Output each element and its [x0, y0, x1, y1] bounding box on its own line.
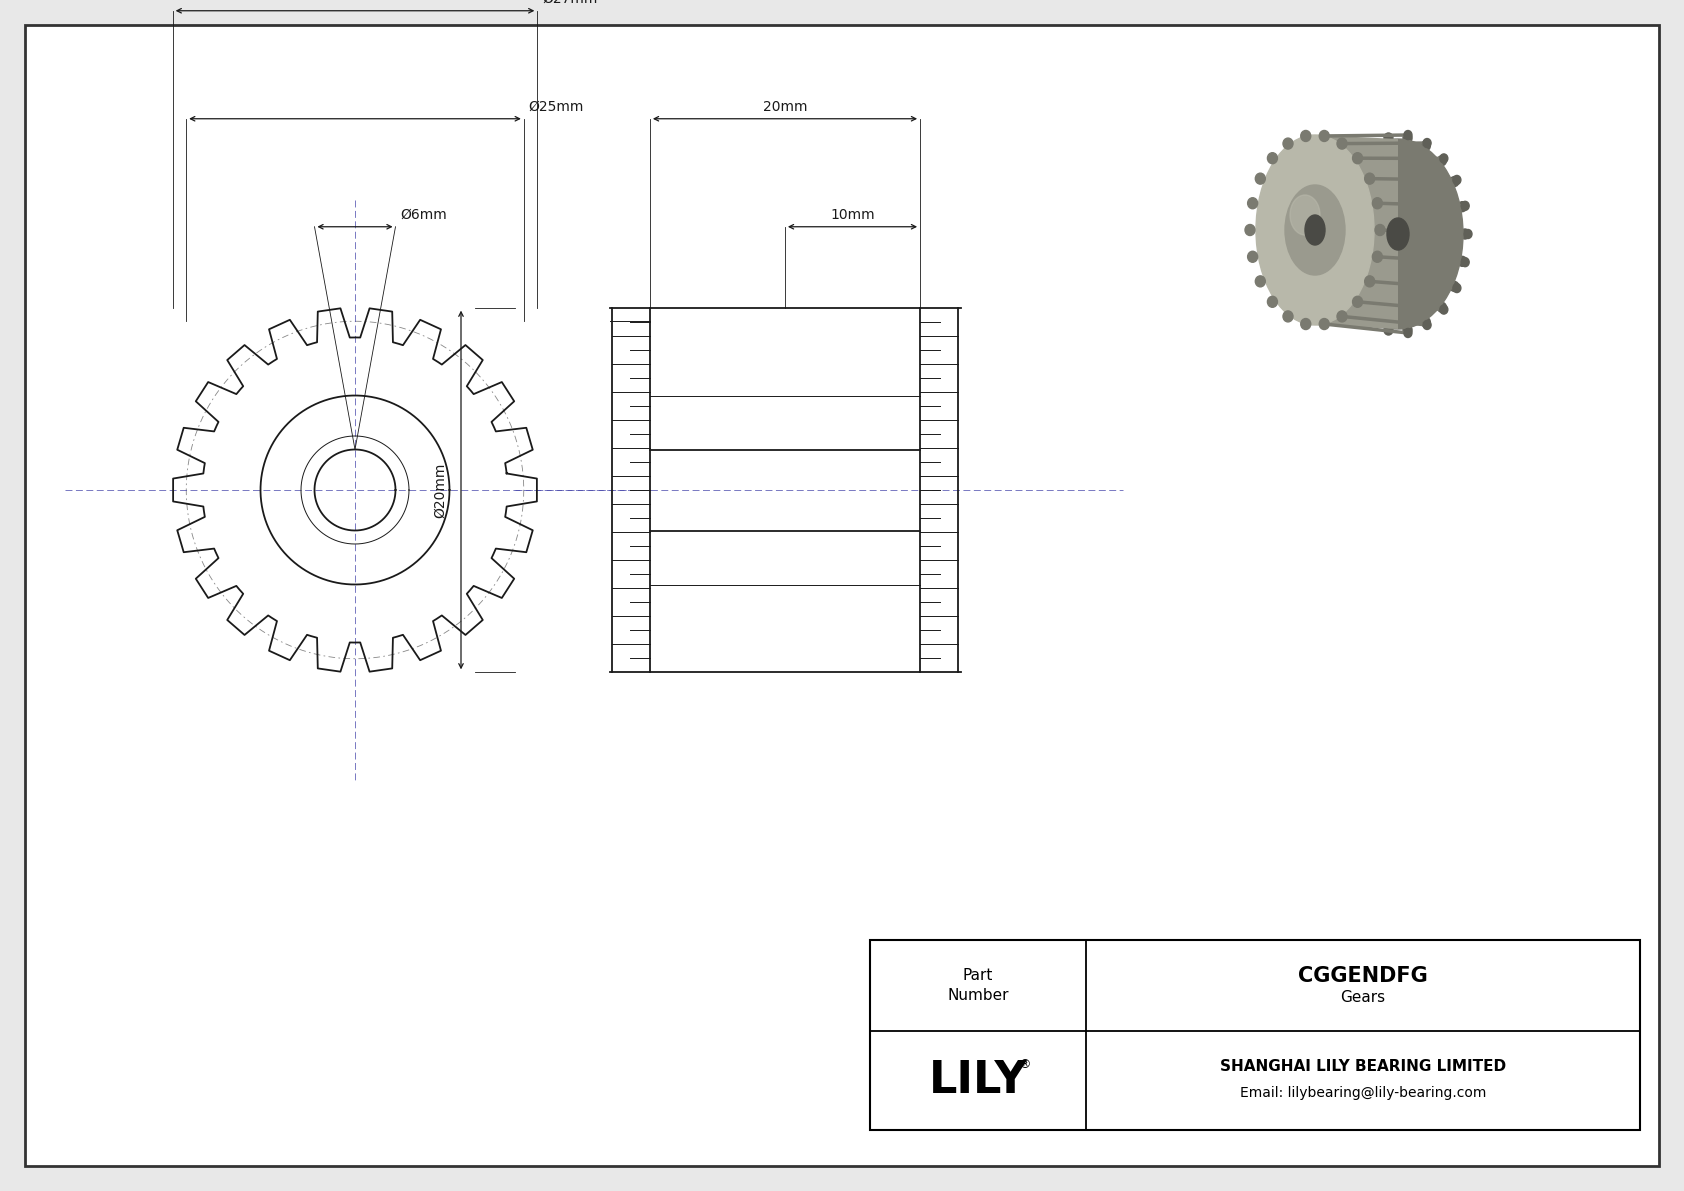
Ellipse shape	[1283, 311, 1293, 322]
Ellipse shape	[1285, 185, 1346, 275]
Ellipse shape	[1248, 251, 1258, 262]
Text: SHANGHAI LILY BEARING LIMITED: SHANGHAI LILY BEARING LIMITED	[1219, 1059, 1505, 1074]
Ellipse shape	[1319, 318, 1329, 330]
Ellipse shape	[1438, 156, 1447, 166]
Ellipse shape	[1421, 317, 1430, 328]
Ellipse shape	[1403, 133, 1413, 143]
Ellipse shape	[1290, 195, 1320, 235]
Ellipse shape	[1453, 283, 1462, 293]
Ellipse shape	[1376, 224, 1384, 236]
Ellipse shape	[1244, 224, 1255, 236]
Ellipse shape	[1366, 317, 1374, 328]
Ellipse shape	[1349, 303, 1359, 312]
Ellipse shape	[1327, 229, 1335, 239]
Ellipse shape	[1423, 320, 1431, 330]
Ellipse shape	[1255, 276, 1265, 287]
Ellipse shape	[1319, 131, 1329, 142]
Ellipse shape	[1352, 152, 1362, 163]
Ellipse shape	[1337, 281, 1346, 292]
Ellipse shape	[1372, 198, 1383, 208]
Ellipse shape	[1384, 133, 1393, 143]
Ellipse shape	[1305, 216, 1325, 245]
Text: Ø20mm: Ø20mm	[433, 462, 448, 518]
Ellipse shape	[1372, 251, 1383, 262]
Ellipse shape	[1364, 276, 1374, 287]
Ellipse shape	[1462, 257, 1468, 267]
Text: Email: lilybearing@lily-bearing.com: Email: lilybearing@lily-bearing.com	[1239, 1086, 1485, 1099]
Text: 10mm: 10mm	[830, 207, 874, 222]
Ellipse shape	[1352, 297, 1362, 307]
Ellipse shape	[1423, 138, 1431, 148]
Ellipse shape	[1337, 138, 1347, 149]
Ellipse shape	[1248, 198, 1258, 208]
Ellipse shape	[1462, 201, 1468, 211]
Ellipse shape	[1460, 229, 1470, 239]
Ellipse shape	[1404, 131, 1411, 139]
Text: Ø6mm: Ø6mm	[401, 207, 448, 222]
Bar	[650, 307, 919, 672]
Ellipse shape	[1349, 156, 1359, 166]
Ellipse shape	[1283, 138, 1293, 149]
Ellipse shape	[1440, 305, 1448, 314]
Ellipse shape	[1440, 154, 1448, 163]
Ellipse shape	[1329, 256, 1339, 267]
Ellipse shape	[1255, 173, 1265, 185]
Ellipse shape	[1458, 256, 1467, 267]
Ellipse shape	[1329, 201, 1339, 212]
Ellipse shape	[1256, 135, 1374, 325]
Ellipse shape	[1403, 325, 1413, 335]
Ellipse shape	[1337, 176, 1346, 187]
Ellipse shape	[1384, 325, 1393, 335]
Text: Gears: Gears	[1340, 990, 1386, 1005]
Ellipse shape	[1421, 141, 1430, 151]
Ellipse shape	[1337, 311, 1347, 322]
Text: ®: ®	[1019, 1058, 1031, 1071]
Ellipse shape	[1334, 139, 1463, 329]
Ellipse shape	[1300, 318, 1310, 330]
Text: 20mm: 20mm	[763, 100, 807, 114]
Ellipse shape	[1453, 175, 1462, 185]
Ellipse shape	[1463, 230, 1472, 238]
Polygon shape	[1315, 135, 1398, 329]
Ellipse shape	[1268, 152, 1278, 163]
Ellipse shape	[1404, 329, 1411, 337]
Ellipse shape	[1268, 297, 1278, 307]
Ellipse shape	[1438, 303, 1447, 312]
Ellipse shape	[1388, 218, 1410, 250]
Text: Part: Part	[963, 968, 994, 983]
Text: Number: Number	[946, 989, 1009, 1003]
Text: Ø27mm: Ø27mm	[542, 0, 598, 6]
Text: CGGENDFG: CGGENDFG	[1298, 966, 1428, 986]
Ellipse shape	[1450, 176, 1458, 187]
Text: LILY: LILY	[928, 1059, 1027, 1102]
Bar	[871, 940, 1640, 1130]
Text: Ø25mm: Ø25mm	[529, 100, 584, 114]
Ellipse shape	[1366, 141, 1374, 151]
Ellipse shape	[1450, 281, 1458, 292]
Ellipse shape	[1300, 131, 1310, 142]
Ellipse shape	[1364, 173, 1374, 185]
Ellipse shape	[1458, 201, 1467, 212]
